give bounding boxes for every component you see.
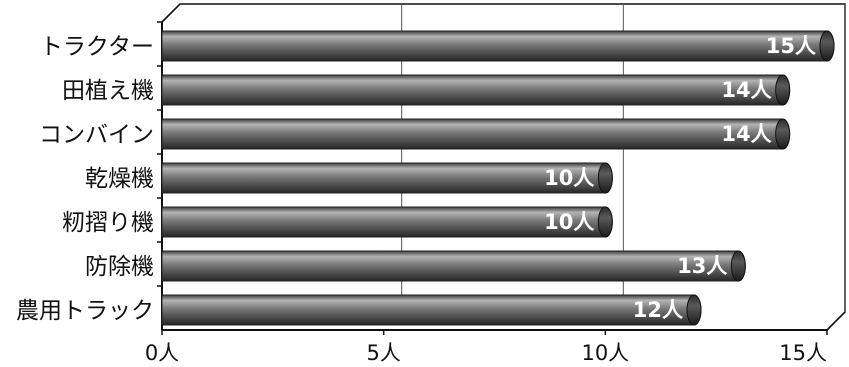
bar-end-cap [775,118,791,150]
category-label: 乾燥機 [85,166,154,192]
x-tick-label: 15人 [779,341,827,365]
bar-end-cap [597,162,613,194]
bars: 15人 14人 14人 10人 10人 13人 12人 [161,30,835,326]
category-label: 籾摺り機 [62,210,154,236]
data-label: 15人 [766,34,816,58]
data-label: 14人 [721,78,771,102]
bar-end-cap [686,294,702,326]
category-label: 農用トラック [16,298,154,324]
bar-end-cap [597,206,613,238]
category-label: 田植え機 [62,78,154,104]
x-tick-label: 0人 [145,341,179,365]
bar [161,294,702,326]
category-label: コンバイン [39,122,154,148]
bar-end-cap [730,250,746,282]
category-label: 防除機 [85,254,154,280]
x-tick-label: 5人 [366,341,400,365]
data-label: 14人 [721,122,771,146]
bar [161,118,791,150]
bar-end-cap [819,30,835,62]
x-tick-labels: 0人 5人 10人 15人 [145,341,827,365]
bar [161,30,835,62]
bar [161,74,791,106]
data-label: 12人 [633,298,683,322]
bar-end-cap [775,74,791,106]
category-label: トラクター [40,34,154,60]
data-label: 10人 [544,210,594,234]
bar [161,250,746,282]
data-label: 13人 [677,254,727,278]
data-label: 10人 [544,166,594,190]
x-tick-label: 10人 [581,341,629,365]
